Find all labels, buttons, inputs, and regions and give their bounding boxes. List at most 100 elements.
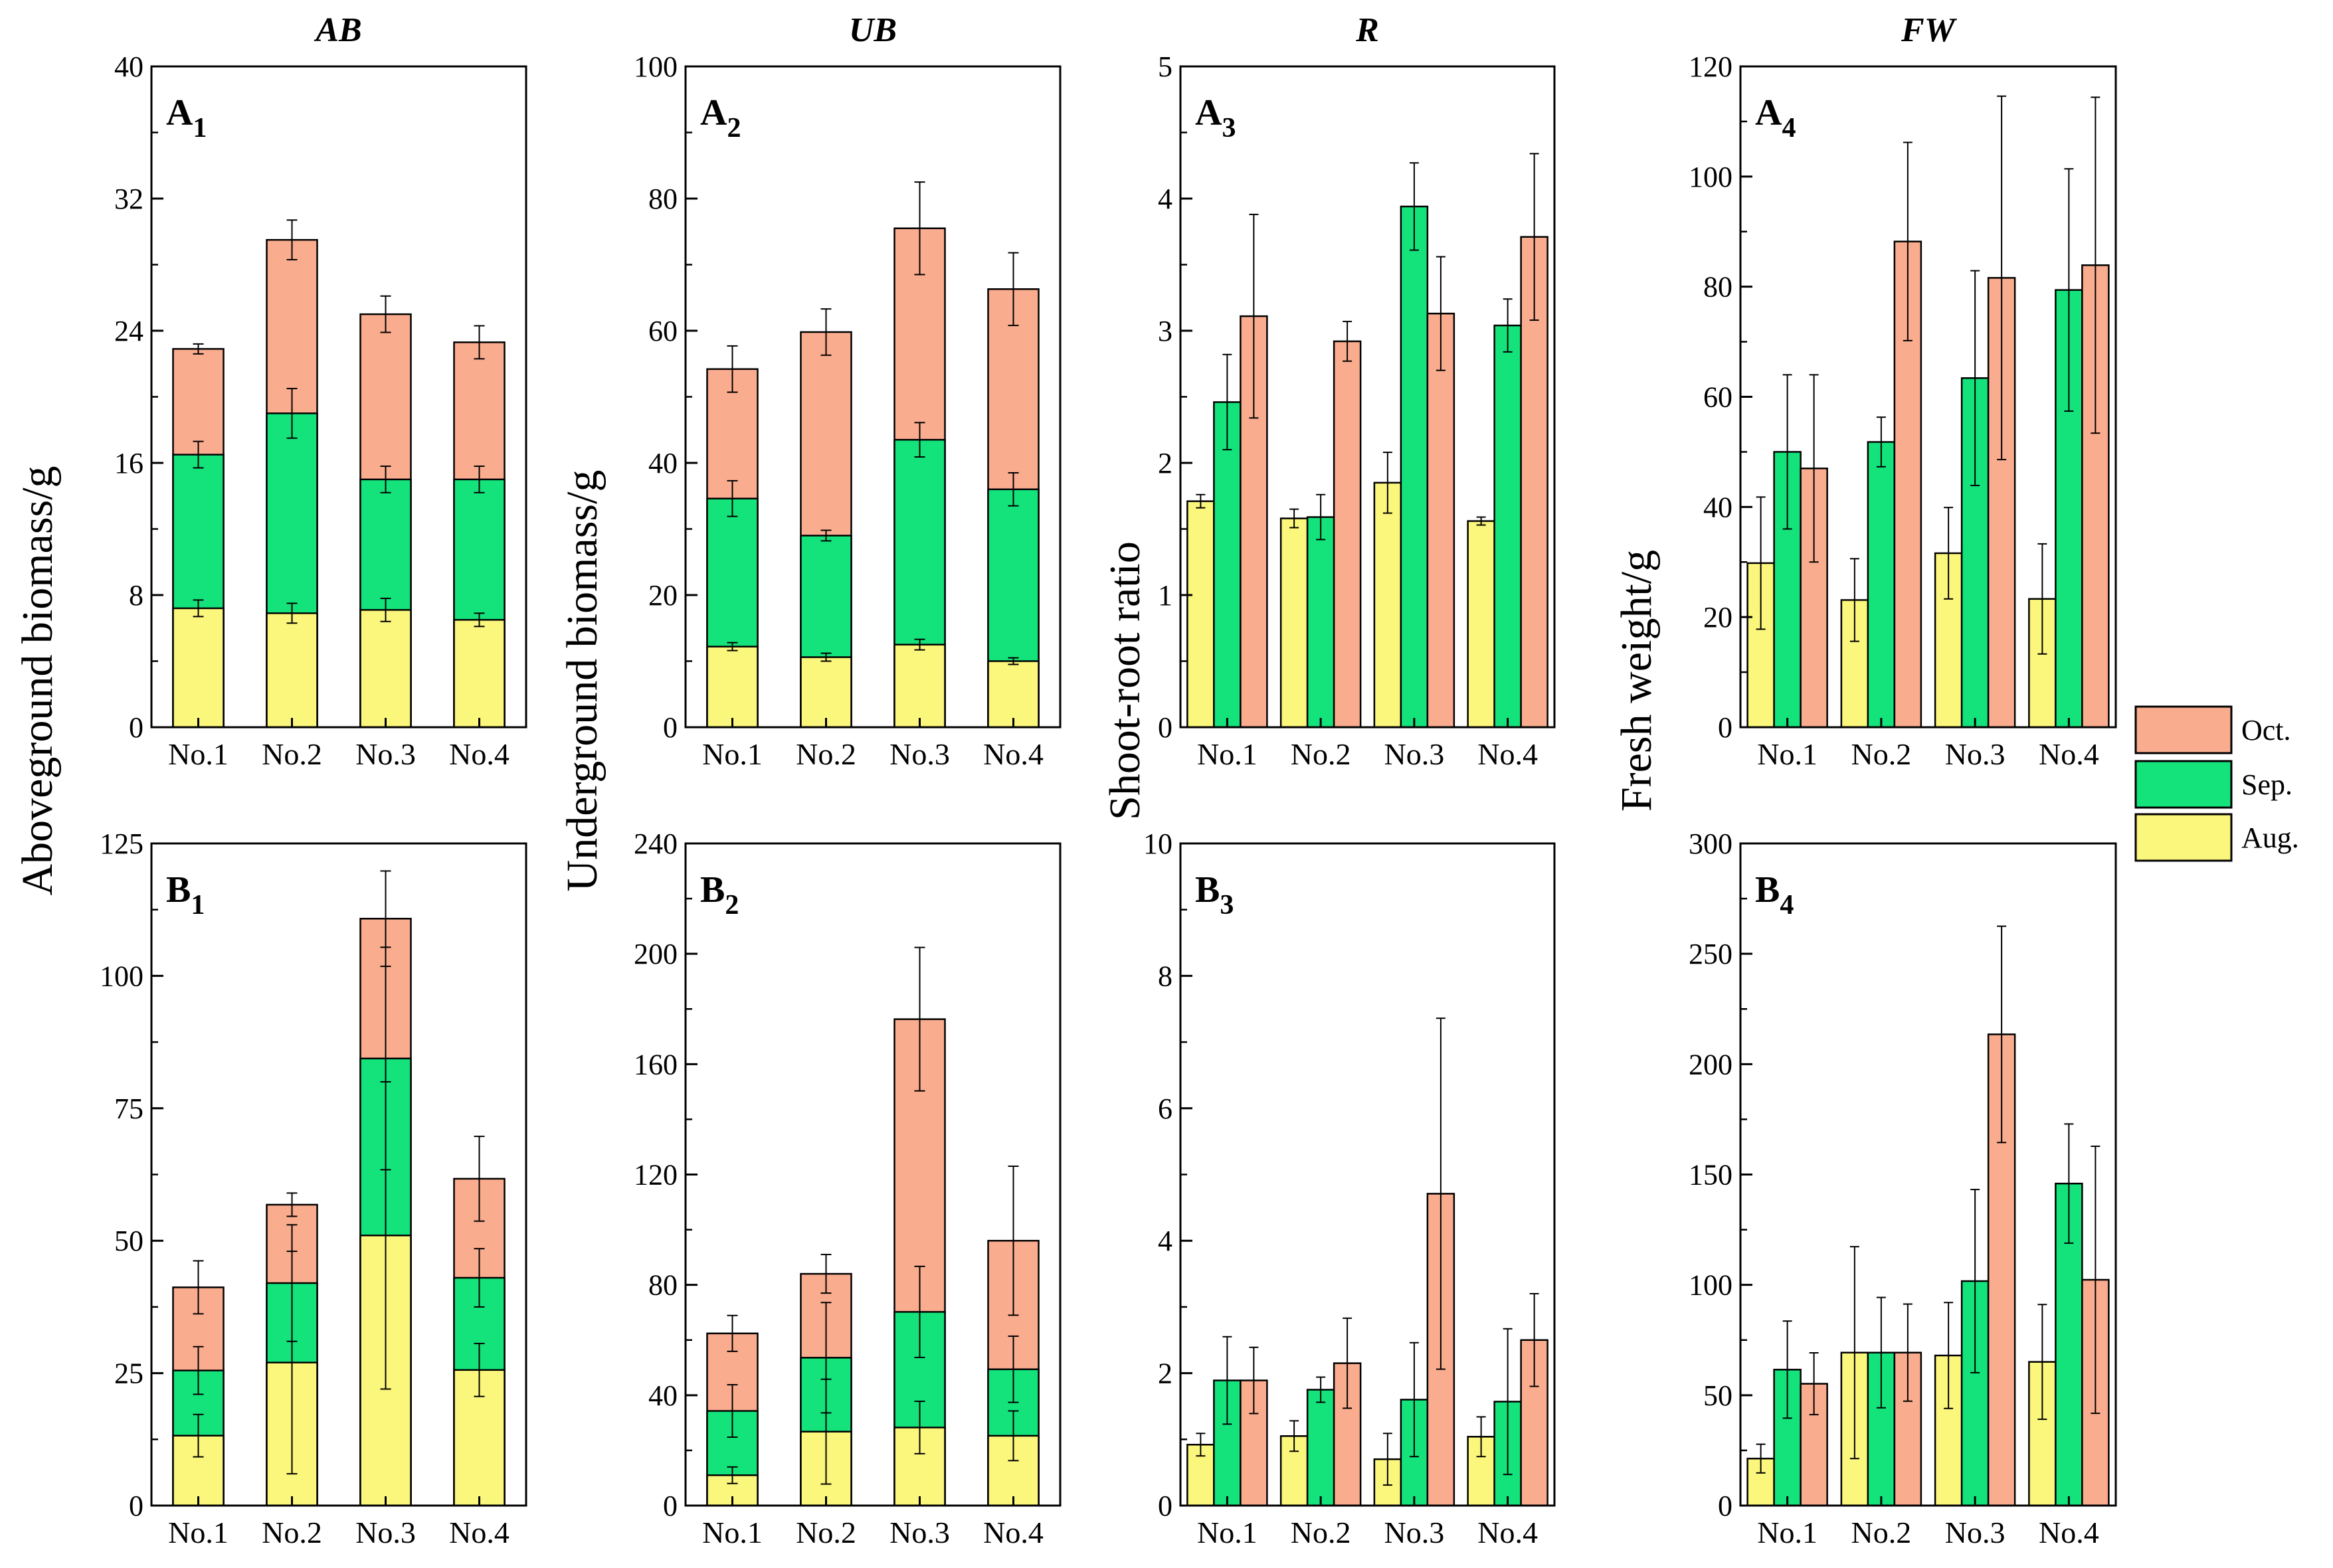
x-tick-label-b3-no-3: No.3 [1384,1516,1445,1549]
bar-a2-no-1-aug [706,646,759,729]
bar-a3-no-2-sep [1306,516,1335,729]
bar-a3-no-4-sep [1493,324,1522,729]
panel-label-letter-b4: B [1755,869,1780,911]
panel-label-letter-b3: B [1195,869,1220,911]
bar-a2-no-2-aug [800,656,852,729]
panel-label-letter-a3: A [1195,92,1222,133]
y-tick-label-a3-2: 2 [1158,447,1172,479]
panel-label-number-a4: 4 [1782,113,1796,143]
panel-label-b2: B2 [700,869,739,920]
y-tick-label-a2-0: 0 [663,711,678,744]
y-tick-label-b4-150: 150 [1689,1159,1732,1191]
panel-b4: No.1 No.2 No.3 No.4 0 50 100 150 200 250 300 B4 [1689,828,2117,1549]
x-tick-label-a2-no-2: No.2 [796,737,856,771]
x-tick-label-b1-no-1: No.1 [168,1516,229,1549]
y-tick-label-b1-75: 75 [114,1092,143,1125]
panel-label-letter-a1: A [166,92,193,133]
panel-label-a3: A3 [1195,92,1236,143]
legend-label-aug: Aug. [2241,822,2299,854]
bar-a3-no-2-aug [1279,517,1309,729]
x-tick-label-b4-no-2: No.2 [1851,1516,1912,1549]
panel-b1: No.1 No.2 No.3 No.4 0 25 50 75 100 125 B1 [100,828,527,1549]
x-tick-label-a3-no-3: No.3 [1384,737,1445,771]
y-tick-label-b1-50: 50 [114,1225,143,1257]
axis-title-shoot-root: Shoot-root ratio [1101,541,1149,820]
x-tick-label-b3-no-4: No.4 [1477,1516,1538,1549]
panel-label-number-b3: 3 [1220,890,1234,920]
x-tick-label-a4-no-1: No.1 [1757,737,1818,771]
y-tick-label-a1-40: 40 [114,50,143,83]
y-tick-label-a4-60: 60 [1703,381,1732,414]
x-tick-label-a1-no-3: No.3 [355,737,416,771]
y-tick-label-a3-5: 5 [1158,50,1172,83]
x-tick-label-a3-no-4: No.4 [1477,737,1538,771]
legend-swatch-sep [2134,760,2233,809]
y-tick-label-b4-300: 300 [1689,828,1732,860]
bar-a3-no-3-oct [1426,312,1455,729]
y-tick-label-a1-32: 32 [114,183,143,215]
y-tick-label-b3-0: 0 [1158,1490,1172,1522]
y-tick-label-a4-80: 80 [1703,271,1732,304]
panel-label-number-a1: 1 [193,113,207,143]
y-tick-label-b3-8: 8 [1158,960,1172,992]
bar-b3-no-1-oct [1240,1379,1268,1507]
panel-b2: No.1 No.2 No.3 No.4 0 40 80 120 160 200 240 B2 [634,828,1062,1549]
axis-title-fresh-weight: Fresh weight/g [1612,550,1661,812]
legend-label-oct: Oct. [2241,714,2291,746]
y-tick-label-a1-24: 24 [114,315,143,347]
y-tick-label-b4-100: 100 [1689,1269,1732,1302]
x-tick-label-a4-no-3: No.3 [1945,737,2006,771]
x-tick-label-a1-no-1: No.1 [168,737,229,771]
panel-label-letter-a4: A [1755,92,1782,133]
x-tick-label-a2-no-1: No.1 [702,737,763,771]
bar-a3-no-2-oct [1333,340,1362,729]
x-tick-label-a1-no-2: No.2 [262,737,322,771]
y-tick-label-b4-0: 0 [1718,1490,1732,1522]
y-tick-label-a2-20: 20 [648,579,678,612]
bar-a1-no-3-aug [359,609,412,729]
column-title-fw: FW [1901,11,1958,49]
x-tick-label-a2-no-4: No.4 [983,737,1044,771]
bar-a4-no-2-sep [1867,441,1896,729]
column-title-ab: AB [314,11,361,49]
panel-label-a1: A1 [166,92,207,143]
axis-title-underground: Underground biomass/g [558,470,607,892]
y-tick-label-a4-0: 0 [1718,711,1732,744]
x-tick-label-b4-no-4: No.4 [2039,1516,2099,1549]
panel-label-letter-a2: A [700,92,727,133]
y-tick-label-a4-120: 120 [1689,50,1732,83]
y-tick-label-a1-16: 16 [114,447,143,479]
y-tick-label-b3-10: 10 [1143,828,1172,860]
x-tick-label-a4-no-2: No.2 [1851,737,1912,771]
x-tick-label-b4-no-1: No.1 [1757,1516,1818,1549]
y-tick-label-a3-4: 4 [1158,183,1172,215]
column-title-r: R [1355,11,1379,49]
x-tick-label-a3-no-2: No.2 [1291,737,1351,771]
bar-a3-no-4-aug [1467,520,1495,729]
bar-a2-no-3-aug [893,644,946,729]
y-tick-label-a1-0: 0 [129,711,143,744]
panel-a2: No.1 No.2 No.3 No.4 0 20 40 60 80 100 A2 UB [634,11,1062,771]
y-tick-label-a2-80: 80 [648,183,678,215]
y-tick-label-b3-2: 2 [1158,1357,1172,1390]
panel-label-number-b2: 2 [725,890,739,920]
bar-a1-no-2-aug [266,612,318,729]
y-tick-label-b2-80: 80 [648,1269,678,1302]
panel-label-b3: B3 [1195,869,1234,920]
panel-label-b1: B1 [166,869,205,920]
bar-a1-no-4-aug [453,619,506,729]
y-tick-label-b1-0: 0 [129,1490,143,1522]
y-tick-label-b2-160: 160 [634,1048,678,1081]
y-tick-label-b1-25: 25 [114,1357,143,1390]
panel-label-number-b4: 4 [1780,890,1794,920]
bar-a3-no-3-sep [1400,205,1429,729]
x-tick-label-b2-no-2: No.2 [796,1516,856,1549]
x-tick-label-a2-no-3: No.3 [889,737,950,771]
x-tick-label-b2-no-1: No.1 [702,1516,763,1549]
y-tick-label-a4-20: 20 [1703,601,1732,634]
y-tick-label-a4-100: 100 [1689,161,1732,193]
bar-a3-no-4-oct [1520,236,1548,729]
x-tick-label-b1-no-4: No.4 [449,1516,510,1549]
